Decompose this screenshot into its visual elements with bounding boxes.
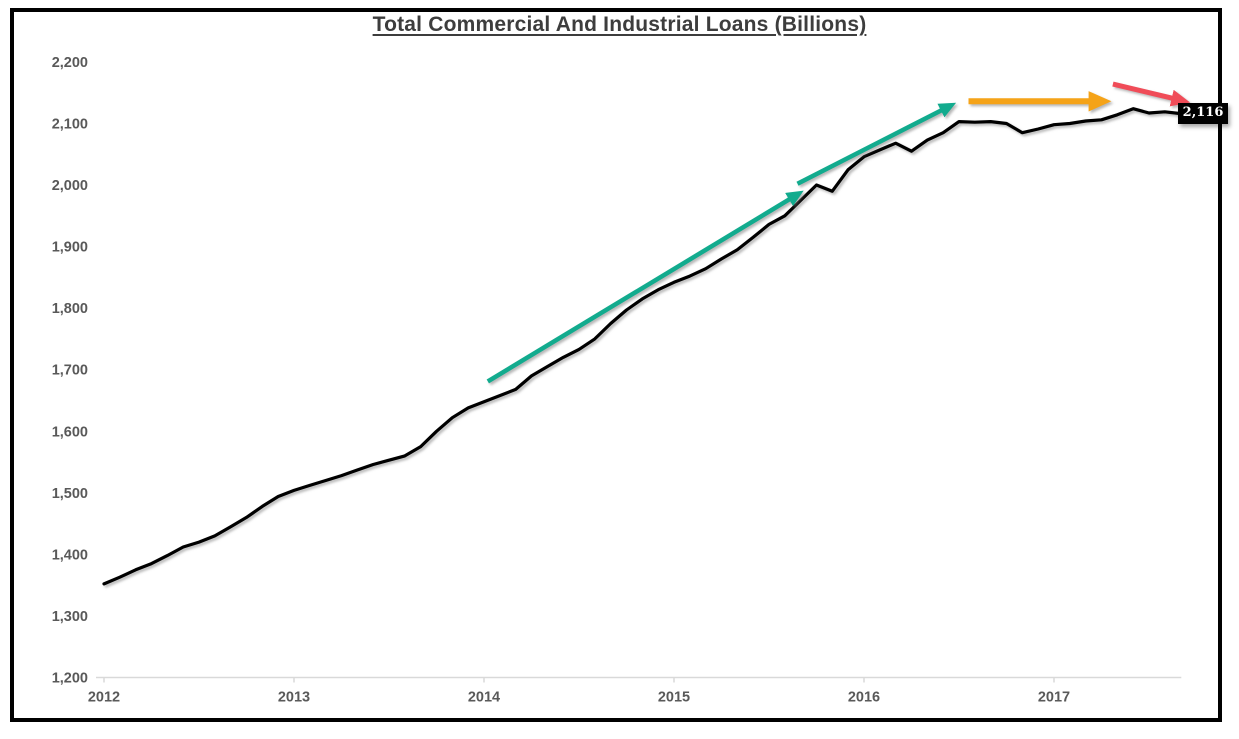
y-tick-label: 2,000 (52, 178, 88, 194)
x-tick-label: 2013 (278, 690, 310, 706)
series-line (102, 107, 1183, 586)
x-tick-label: 2015 (658, 690, 690, 706)
x-tick-label: 2014 (468, 690, 500, 706)
y-tick-label: 1,300 (52, 609, 88, 625)
y-tick-label: 1,400 (52, 547, 88, 563)
y-tick-label: 1,700 (52, 363, 88, 379)
y-tick-label: 2,100 (52, 116, 88, 132)
y-tick-label: 1,900 (52, 240, 88, 256)
chart-frame-border (10, 8, 1222, 722)
y-tick-label: 1,500 (52, 486, 88, 502)
y-tick-label: 1,600 (52, 424, 88, 440)
x-tick-label: 2016 (848, 690, 880, 706)
y-tick-label: 1,200 (52, 671, 88, 687)
uptrend-arrow-1 (486, 190, 804, 384)
downtrend-arrow (1112, 81, 1191, 107)
y-tick-label: 1,800 (52, 301, 88, 317)
last-value-label: 2,116 (1177, 102, 1229, 124)
y-tick-label: 2,200 (52, 55, 88, 71)
uptrend-arrow-2 (796, 102, 957, 186)
chart-title: Total Commercial And Industrial Loans (B… (372, 13, 867, 36)
x-tick-label: 2012 (88, 690, 120, 706)
x-tick-label: 2017 (1038, 690, 1070, 706)
